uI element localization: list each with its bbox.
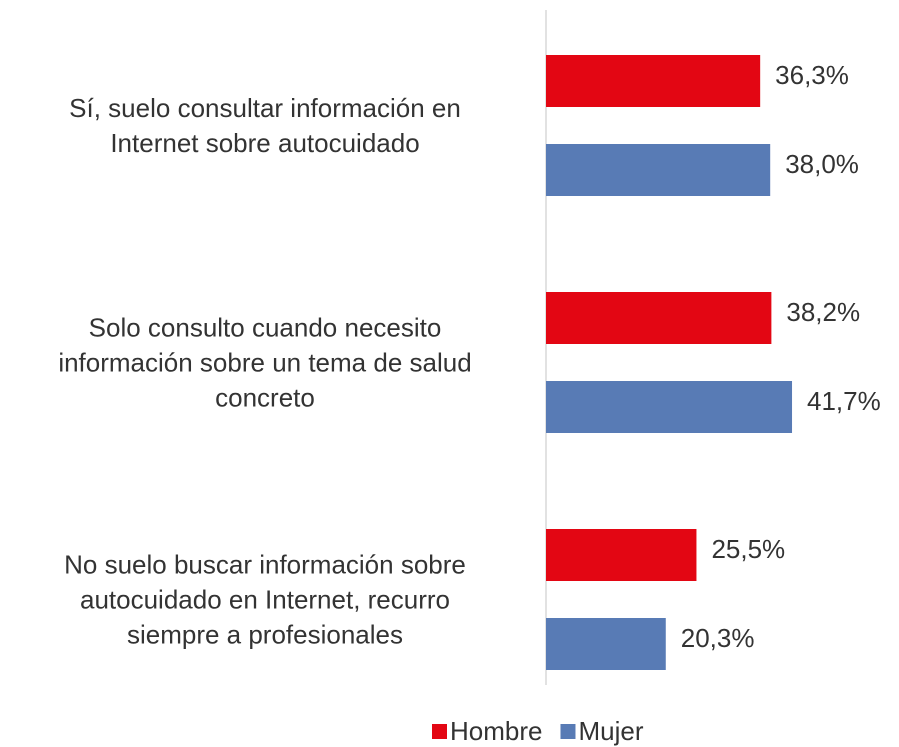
legend-swatch [432,724,447,739]
bar [546,381,793,433]
value-label: 25,5% [711,534,785,564]
bar [546,292,772,344]
category-label: No suelo buscar información sobre autocu… [64,549,466,649]
value-label: 38,2% [786,297,860,327]
category-label: Solo consulto cuando necesito informació… [58,312,472,412]
bar [546,144,771,196]
value-label: 36,3% [775,60,849,90]
value-label: 41,7% [807,386,881,416]
value-label: 38,0% [785,149,859,179]
bar [546,618,666,670]
legend-label: Hombre [450,716,542,746]
legend-swatch [560,724,576,739]
category-label: Sí, suelo consultar información en Inter… [69,92,461,158]
value-label: 20,3% [681,623,755,653]
legend-label: Mujer [578,716,643,746]
bar [546,55,761,107]
bar [546,529,697,581]
